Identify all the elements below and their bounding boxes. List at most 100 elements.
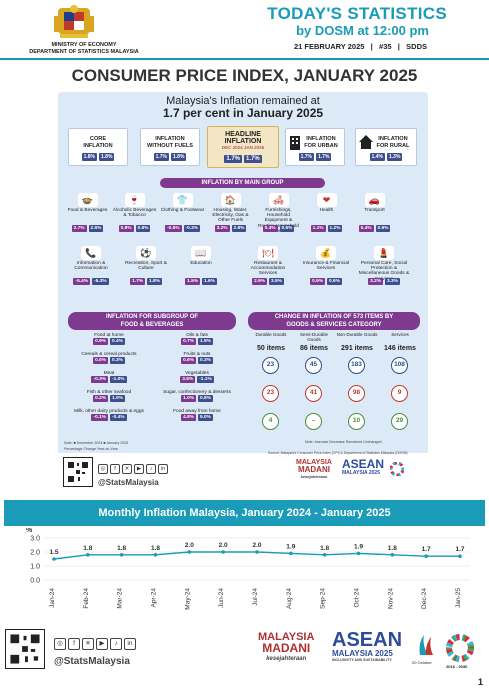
house-icon — [359, 135, 373, 154]
sdg-wheel-icon — [389, 461, 405, 481]
month-label: JAN 2025 — [243, 145, 265, 150]
value-pill: 0.2% — [93, 395, 108, 402]
social-icon[interactable]: ✕ — [122, 464, 132, 474]
subgroup-label: Fruits & nuts — [183, 352, 211, 357]
box-label: FOR RURAL — [376, 142, 410, 149]
subgroup-label: Milk, other dairy products & eggs — [74, 409, 144, 414]
summary-text: Malaysia's Inflation remained at 1.7 per… — [58, 95, 428, 120]
social-icon[interactable]: ◎ — [54, 638, 66, 650]
group-icon: 🍷 — [124, 193, 145, 207]
group-icon: 📞 — [81, 246, 101, 260]
social-icon[interactable]: f — [110, 464, 120, 474]
x-tick-label: May-24 — [184, 588, 191, 610]
social-icon[interactable]: ♪ — [110, 638, 122, 650]
value-pill: 1.7% — [153, 153, 169, 161]
value-pill: 0.8% — [135, 225, 151, 232]
change-title-line: CHANGE IN INFLATION OF 573 ITEMS BY — [274, 314, 394, 320]
subgroup-item: Food at home 0.9% 0.4% — [72, 333, 146, 345]
group-label: Transport — [364, 208, 385, 213]
main-group-item: 🍽 Restaurant & Accommodation Services 2.9%… — [242, 246, 294, 285]
madani-text: MADANI — [297, 465, 330, 474]
header-title: TODAY'S STATISTICS — [267, 4, 447, 23]
headline-inflation-box: HEADLINE INFLATION DEC 2024 JAN 2025 1.7%… — [207, 126, 279, 168]
social-handle-bottom[interactable]: @StatsMalaysia — [54, 656, 130, 667]
value-pill: -1.0% — [110, 376, 127, 383]
subgroup-label: Meat — [103, 371, 115, 376]
group-icon: ⚽ — [136, 246, 156, 260]
social-icon[interactable]: ◎ — [98, 464, 108, 474]
country-logo-icon — [416, 633, 434, 662]
change-column-count: 50 items — [256, 345, 286, 352]
group-icon: 💄 — [374, 246, 394, 260]
value-pill: 0.7% — [181, 338, 196, 345]
page-number: 1 — [477, 677, 483, 687]
main-group-item: 🍷 Alcoholic Beverages & Tobacco 0.8% 0.8% — [112, 193, 157, 232]
value-pill: 1.8% — [147, 278, 162, 285]
data-point — [187, 550, 192, 554]
group-label: Education — [190, 261, 212, 266]
subgroup-label: Oils & fats — [186, 333, 208, 338]
subgroup-item: Fish & other seafood 0.2% 1.0% — [72, 390, 146, 402]
qr-code-bottom[interactable] — [5, 629, 45, 669]
group-values: 3.2% 3.3% — [358, 269, 410, 287]
x-tick-label: Aug-24 — [286, 588, 293, 609]
group-values: 2.7% 2.5% — [65, 216, 110, 234]
value-pill: -0.3% — [91, 376, 108, 383]
madani-text: MALAYSIA — [258, 631, 315, 643]
qr-code[interactable] — [63, 457, 93, 487]
social-icon[interactable]: ▶ — [96, 638, 108, 650]
madani-text: MADANI — [262, 641, 311, 655]
y-tick-label: 1.0 — [30, 564, 40, 571]
data-point — [86, 553, 90, 557]
social-icon[interactable]: ▶ — [134, 464, 144, 474]
social-icon[interactable]: ✕ — [82, 638, 94, 650]
social-icon[interactable]: f — [68, 638, 80, 650]
box-label: CORE — [89, 136, 107, 142]
value-pill: -0.5% — [164, 225, 182, 232]
x-tick-label: Apr-24 — [151, 588, 158, 608]
group-label: Information & Communication — [74, 261, 108, 272]
group-values: -5.4% -5.3% — [65, 269, 117, 287]
change-column-label: Non-Durable Goods — [336, 332, 378, 337]
value-pill: 0.5% — [279, 225, 295, 232]
value-pill: 1.8% — [171, 153, 187, 161]
subgroup-values: 3.6% -1.1% — [160, 376, 234, 383]
subgroup-item: Cereals & cereal products 0.5% 0.3% — [72, 352, 146, 364]
social-icon[interactable]: in — [158, 464, 168, 474]
change-dec-count: 98 — [348, 385, 365, 402]
group-values: 0.4% 0.5% — [256, 216, 301, 234]
change-unc-count: 29 — [391, 413, 408, 430]
group-values: 0.8% 0.8% — [112, 216, 157, 234]
x-tick-label: Dec-24 — [421, 588, 428, 609]
group-values: 1.7% 1.8% — [120, 269, 172, 287]
subgroup-title-line: FOOD & BEVERAGES — [120, 322, 184, 328]
value-pill: 0.9% — [93, 338, 108, 345]
value-pill: 0.4% — [262, 225, 278, 232]
x-tick-label: Sep-24 — [320, 588, 327, 609]
main-group-item: ❤ Health 1.1% 1.2% — [304, 193, 349, 232]
month-label: DEC 2024 — [221, 145, 243, 150]
value-pill: 3.5% — [269, 278, 284, 285]
y-tick-label: 3.0 — [30, 536, 40, 543]
malaysia-madani-logo-bottom: MALAYSIA MADANI kesejahteraan — [258, 632, 314, 665]
social-icon[interactable]: ♪ — [146, 464, 156, 474]
data-label: 1.5 — [49, 549, 58, 556]
box-label: HEADLINE — [225, 131, 261, 138]
data-point — [322, 553, 327, 557]
value-pill: 0.5% — [310, 278, 325, 285]
change-column-count: 146 items — [384, 345, 416, 352]
value-pill: 0.8% — [198, 395, 213, 402]
header-meta: 21 FEBRUARY 2025 | #35 | SDDS — [293, 42, 427, 51]
social-handle-top[interactable]: @StatsMalaysia — [98, 478, 159, 487]
group-icon: 🏠 — [220, 193, 241, 207]
department-line: DEPARTMENT OF STATISTICS MALAYSIA — [29, 48, 139, 55]
value-pill: 1.0% — [110, 395, 125, 402]
x-tick-label: Oct-24 — [354, 588, 361, 608]
group-label: Health — [319, 208, 334, 213]
social-icon[interactable]: in — [124, 638, 136, 650]
data-label: 2.0 — [219, 542, 228, 549]
summary-line1: Malaysia's Inflation remained at — [166, 95, 320, 107]
x-tick-label: Jul-24 — [252, 588, 259, 606]
change-inc-count: 45 — [305, 357, 322, 374]
value-pill: 3.3% — [385, 278, 400, 285]
